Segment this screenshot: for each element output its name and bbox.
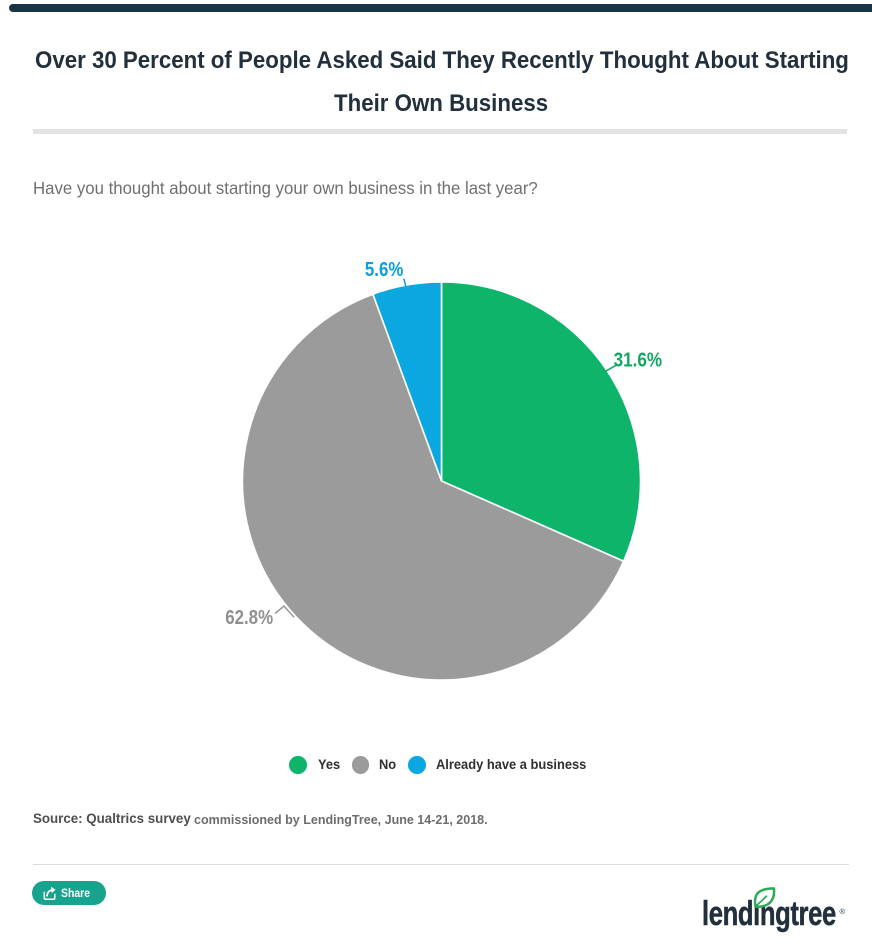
svg-text:31.6%: 31.6% xyxy=(614,348,663,371)
svg-text:62.8%: 62.8% xyxy=(225,606,273,629)
svg-text:5.6%: 5.6% xyxy=(365,258,403,281)
